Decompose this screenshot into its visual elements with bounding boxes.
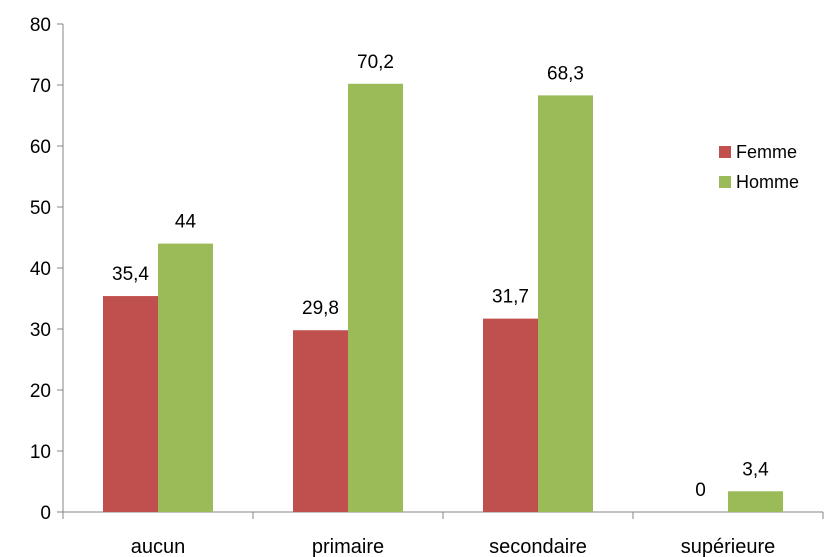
data-labels: 35,4 44 29,8 70,2 31,7 68,3 0 3,4: [112, 52, 769, 501]
y-tick-label: 0: [40, 503, 51, 524]
legend-label: Homme: [736, 172, 799, 192]
data-label: 70,2: [357, 52, 394, 73]
legend-swatch-homme: [719, 176, 731, 188]
y-tick-label: 30: [30, 320, 51, 341]
x-axis: aucun primaire secondaire supérieure: [62, 511, 824, 557]
x-category-label: aucun: [131, 536, 186, 557]
data-label: 35,4: [112, 264, 149, 285]
bars: [103, 83, 783, 513]
y-tick-label: 60: [30, 137, 51, 158]
y-tick-label: 10: [30, 442, 51, 463]
data-label: 68,3: [547, 63, 584, 84]
data-label: 0: [695, 480, 706, 501]
bar-femme-aucun: [103, 296, 158, 512]
legend-label: Femme: [736, 142, 797, 162]
x-category-label: primaire: [312, 536, 384, 557]
y-tick-label: 70: [30, 76, 51, 97]
data-label: 44: [175, 212, 197, 233]
bar-femme-secondaire: [483, 318, 538, 512]
bar-homme-supérieure: [728, 491, 783, 512]
x-category-label: supérieure: [681, 536, 776, 557]
bar-femme-primaire: [293, 330, 348, 512]
data-label: 3,4: [742, 459, 769, 480]
data-label: 31,7: [492, 287, 529, 308]
data-label: 29,8: [302, 298, 339, 319]
bar-homme-aucun: [158, 243, 213, 512]
legend-swatch-femme: [719, 146, 731, 158]
y-tick-label: 40: [30, 259, 51, 280]
y-tick-label: 50: [30, 198, 51, 219]
x-category-label: secondaire: [489, 536, 587, 557]
bar-homme-secondaire: [538, 95, 593, 513]
y-axis: 0 10 20 30 40 50 60 70 80: [30, 15, 64, 524]
legend: Femme Homme: [719, 142, 799, 192]
bar-homme-primaire: [348, 83, 403, 512]
y-tick-label: 20: [30, 381, 51, 402]
y-tick-label: 80: [30, 15, 51, 36]
